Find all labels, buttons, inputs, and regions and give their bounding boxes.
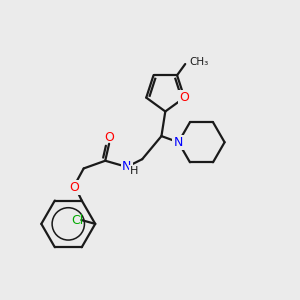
Text: O: O — [70, 181, 80, 194]
Text: N: N — [122, 160, 131, 173]
Text: N: N — [174, 136, 183, 149]
Text: H: H — [130, 166, 139, 176]
Text: Cl: Cl — [71, 214, 84, 226]
Text: O: O — [104, 131, 114, 144]
Text: O: O — [179, 91, 189, 104]
Text: CH₃: CH₃ — [189, 58, 208, 68]
